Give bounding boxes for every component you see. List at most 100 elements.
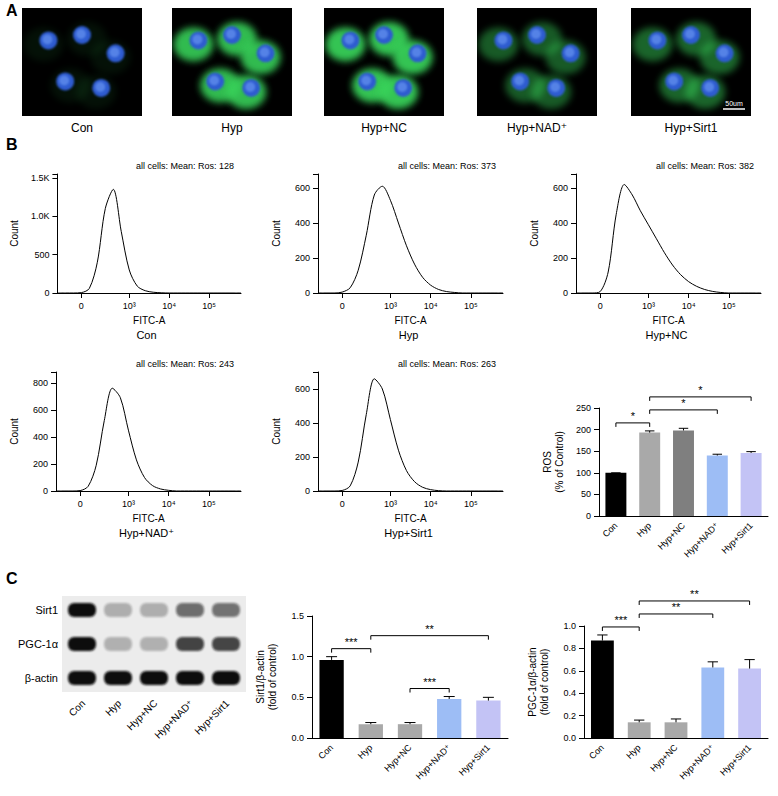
svg-text:0.2: 0.2 <box>563 711 576 721</box>
svg-text:Sirt1/β-actin: Sirt1/β-actin <box>255 650 266 704</box>
svg-text:C: C <box>6 570 18 587</box>
svg-text:600: 600 <box>553 183 568 193</box>
svg-text:Hyp+NAD⁺: Hyp+NAD⁺ <box>414 742 453 781</box>
svg-text:Hyp+NC: Hyp+NC <box>125 698 160 733</box>
svg-text:(% of Control): (% of Control) <box>554 431 565 493</box>
svg-text:1.5K: 1.5K <box>31 173 50 183</box>
svg-text:all cells: Mean: Ros: 373: all cells: Mean: Ros: 373 <box>398 161 496 171</box>
svg-text:0: 0 <box>79 301 84 311</box>
svg-text:Hyp+Sirt1: Hyp+Sirt1 <box>664 121 717 135</box>
svg-text:Hyp+NC: Hyp+NC <box>656 520 688 552</box>
svg-text:0: 0 <box>598 301 603 311</box>
svg-text:***: *** <box>345 636 359 648</box>
svg-text:Con: Con <box>587 742 606 761</box>
svg-text:Hyp+NAD⁺: Hyp+NAD⁺ <box>152 698 195 741</box>
svg-text:50um: 50um <box>725 100 743 107</box>
svg-text:0.8: 0.8 <box>563 643 576 653</box>
svg-text:10⁵: 10⁵ <box>722 301 736 311</box>
svg-text:*: * <box>631 410 636 422</box>
svg-text:Hyp+NAD⁺: Hyp+NAD⁺ <box>119 527 174 539</box>
svg-text:250: 250 <box>576 403 591 413</box>
svg-text:***: *** <box>614 614 628 626</box>
svg-text:Count: Count <box>9 220 20 247</box>
svg-text:Hyp: Hyp <box>103 697 124 718</box>
svg-text:FITC-A: FITC-A <box>133 315 166 326</box>
svg-text:200: 200 <box>295 253 310 263</box>
svg-text:Hyp: Hyp <box>399 329 419 341</box>
svg-text:10³: 10³ <box>384 499 397 509</box>
svg-text:10⁴: 10⁴ <box>682 301 696 311</box>
svg-text:Hyp+NAD⁺: Hyp+NAD⁺ <box>507 121 567 135</box>
svg-text:all cells: Mean: Ros: 382: all cells: Mean: Ros: 382 <box>656 161 754 171</box>
svg-text:200: 200 <box>295 452 310 462</box>
svg-text:**: ** <box>425 623 434 635</box>
svg-text:Hyp+NAD⁺: Hyp+NAD⁺ <box>682 520 721 559</box>
svg-text:200: 200 <box>576 425 591 435</box>
svg-text:400: 400 <box>295 418 310 428</box>
svg-text:Hyp+Sirt1: Hyp+Sirt1 <box>718 742 753 777</box>
svg-text:0.0: 0.0 <box>563 733 576 743</box>
svg-text:800: 800 <box>33 378 48 388</box>
svg-text:10⁴: 10⁴ <box>424 301 438 311</box>
svg-text:1.0K: 1.0K <box>31 211 50 221</box>
svg-text:Con: Con <box>71 121 93 135</box>
svg-text:600: 600 <box>295 183 310 193</box>
svg-text:**: ** <box>690 588 699 600</box>
svg-text:0: 0 <box>586 511 591 521</box>
svg-text:FITC-A: FITC-A <box>652 315 685 326</box>
svg-text:0: 0 <box>340 301 345 311</box>
svg-text:1.5: 1.5 <box>291 611 304 621</box>
svg-text:*: * <box>698 384 703 396</box>
svg-text:Hyp+NAD⁺: Hyp+NAD⁺ <box>677 742 716 781</box>
svg-text:Hyp+NC: Hyp+NC <box>646 329 688 341</box>
svg-text:B: B <box>6 136 18 153</box>
svg-text:Hyp+NC: Hyp+NC <box>382 742 414 774</box>
svg-text:0: 0 <box>305 288 310 298</box>
svg-text:FITC-A: FITC-A <box>132 513 165 524</box>
svg-text:0.0: 0.0 <box>291 733 304 743</box>
svg-text:all cells: Mean: Ros: 263: all cells: Mean: Ros: 263 <box>398 359 496 369</box>
svg-text:0.5: 0.5 <box>291 692 304 702</box>
svg-text:Con: Con <box>67 698 88 719</box>
svg-text:0: 0 <box>563 288 568 298</box>
svg-text:Hyp: Hyp <box>221 121 243 135</box>
svg-text:10³: 10³ <box>642 301 655 311</box>
svg-text:Count: Count <box>529 220 540 247</box>
svg-text:0: 0 <box>43 486 48 496</box>
svg-text:PGC-1α: PGC-1α <box>18 638 59 650</box>
svg-text:10⁵: 10⁵ <box>202 499 216 509</box>
svg-text:Hyp: Hyp <box>356 742 374 760</box>
svg-text:10³: 10³ <box>122 499 135 509</box>
svg-text:10⁴: 10⁴ <box>424 499 438 509</box>
svg-text:Sirt1: Sirt1 <box>35 604 58 616</box>
svg-text:Con: Con <box>136 329 156 341</box>
svg-text:600: 600 <box>295 384 310 394</box>
svg-text:Hyp+Sirt1: Hyp+Sirt1 <box>192 697 231 736</box>
svg-text:PGC-1α/β-actin: PGC-1α/β-actin <box>527 647 538 716</box>
svg-text:400: 400 <box>295 218 310 228</box>
svg-text:10⁴: 10⁴ <box>162 499 176 509</box>
svg-text:Hyp+Sirt1: Hyp+Sirt1 <box>719 520 754 555</box>
svg-text:all cells: Mean: Ros: 243: all cells: Mean: Ros: 243 <box>136 359 234 369</box>
svg-text:A: A <box>6 2 18 19</box>
svg-text:Hyp+NC: Hyp+NC <box>648 742 680 774</box>
svg-text:Con: Con <box>601 520 620 539</box>
svg-text:0: 0 <box>44 288 49 298</box>
svg-text:200: 200 <box>33 459 48 469</box>
svg-text:100: 100 <box>576 468 591 478</box>
svg-text:Hyp: Hyp <box>635 520 653 538</box>
svg-text:all cells: Mean: Ros: 128: all cells: Mean: Ros: 128 <box>136 161 234 171</box>
svg-text:400: 400 <box>553 218 568 228</box>
svg-text:500: 500 <box>34 250 49 260</box>
svg-text:10³: 10³ <box>123 301 136 311</box>
svg-text:10⁵: 10⁵ <box>464 301 478 311</box>
svg-text:0.4: 0.4 <box>563 688 576 698</box>
svg-text:Con: Con <box>316 742 335 761</box>
svg-text:(fold of control): (fold of control) <box>539 649 550 716</box>
svg-text:150: 150 <box>576 446 591 456</box>
svg-text:400: 400 <box>33 432 48 442</box>
svg-text:10⁵: 10⁵ <box>464 499 478 509</box>
svg-text:10⁵: 10⁵ <box>202 301 216 311</box>
svg-text:FITC-A: FITC-A <box>394 513 427 524</box>
svg-text:ROS: ROS <box>542 451 553 473</box>
